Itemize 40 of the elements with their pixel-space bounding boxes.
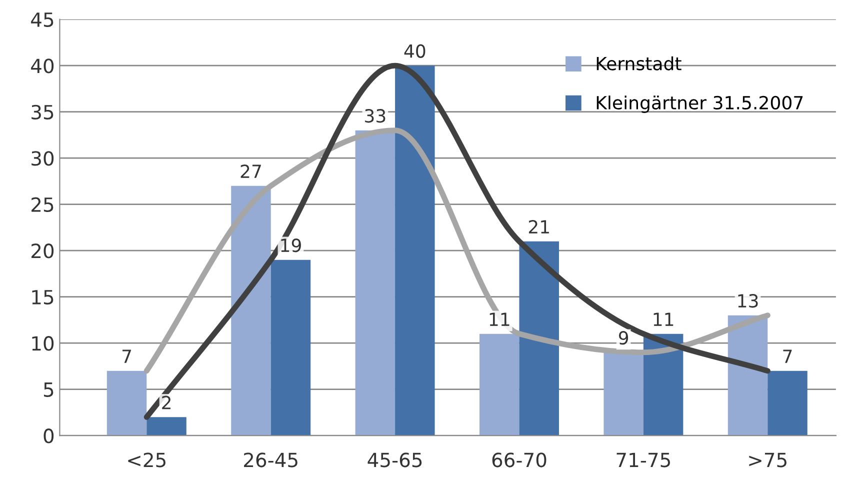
bar <box>355 130 396 436</box>
y-tick-label: 15 <box>32 290 54 305</box>
bar <box>231 186 271 436</box>
x-tick-label: >75 <box>749 452 786 468</box>
x-tick-label: 71-75 <box>616 452 670 468</box>
bar <box>146 417 186 436</box>
bar <box>604 352 644 436</box>
x-tick-label: 66-70 <box>492 452 546 468</box>
y-tick-label: 40 <box>31 58 54 74</box>
bar <box>768 370 808 436</box>
data-label: 13 <box>738 294 758 308</box>
y-tick-label: 20 <box>32 244 54 258</box>
data-label: 7 <box>783 350 792 363</box>
legend-label: Kernstadt <box>596 56 682 70</box>
x-tick-label: 45-65 <box>368 452 422 468</box>
bar <box>519 241 559 436</box>
y-tick-label: 35 <box>32 104 54 120</box>
data-label: 7 <box>122 350 131 363</box>
y-tick-label: 10 <box>32 336 54 351</box>
data-label: 11 <box>490 312 510 326</box>
data-label: 21 <box>528 220 549 234</box>
y-tick-label: 25 <box>32 197 54 212</box>
y-tick-label: 45 <box>31 12 54 28</box>
y-tick-label: 0 <box>44 428 54 444</box>
data-label: 11 <box>654 312 674 326</box>
bar <box>270 260 311 436</box>
y-tick-label: 5 <box>44 382 54 398</box>
data-label: 2 <box>162 396 170 410</box>
x-tick-label: 26-45 <box>244 452 298 468</box>
data-label: 33 <box>365 109 386 123</box>
bar <box>395 66 435 436</box>
legend-label: Kleingärtner 31.5.2007 <box>596 96 803 114</box>
y-tick-label: 30 <box>32 151 54 166</box>
data-label: 9 <box>618 331 628 345</box>
bar <box>106 370 147 436</box>
x-tick-label: <25 <box>128 452 166 468</box>
data-label: 27 <box>240 164 261 178</box>
data-label: 19 <box>281 238 301 252</box>
data-label: 40 <box>404 44 426 58</box>
bar <box>479 334 520 436</box>
